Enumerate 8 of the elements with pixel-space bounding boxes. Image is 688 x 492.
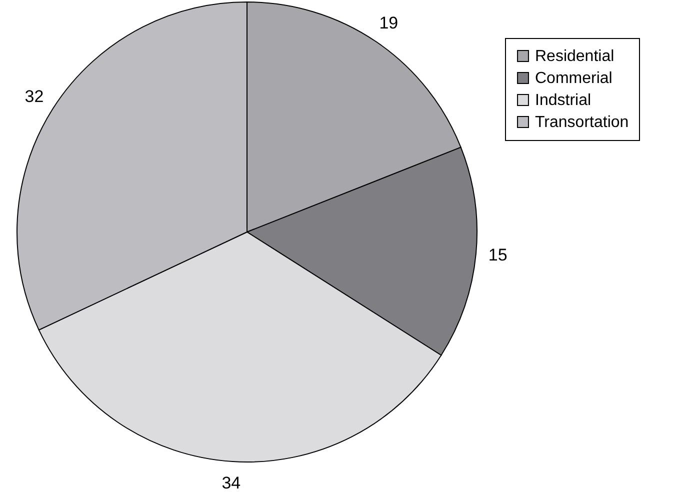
data-label: 15: [488, 246, 508, 265]
data-label: 32: [24, 86, 44, 106]
legend-label: Residential: [535, 48, 614, 65]
legend-label: Commerial: [535, 70, 612, 87]
data-label: 34: [222, 474, 241, 492]
legend-label: Indstrial: [535, 92, 592, 109]
legend-label: Transortation: [535, 114, 629, 131]
data-label: 19: [379, 14, 398, 33]
